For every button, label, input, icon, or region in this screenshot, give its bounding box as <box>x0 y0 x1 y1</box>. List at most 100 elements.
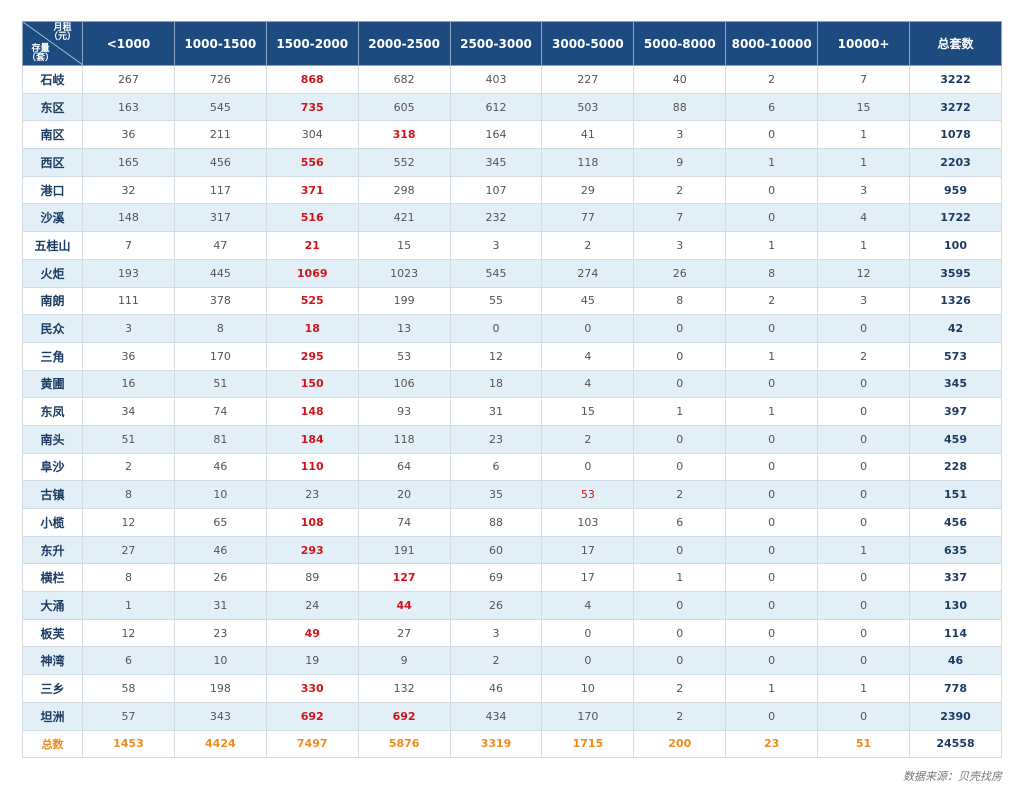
value-cell: 605 <box>357 92 451 122</box>
summary-value-cell: 1453 <box>82 729 175 759</box>
total-cell: 3222 <box>909 65 1002 94</box>
value-cell: 88 <box>633 92 727 122</box>
value-cell: 0 <box>725 369 819 399</box>
value-cell: 0 <box>725 508 819 537</box>
value-cell: 15 <box>541 397 635 426</box>
value-cell: 93 <box>357 397 451 426</box>
table-row: 黄圃 16 51 150 106 18 4 0 0 0 345 <box>22 369 1002 399</box>
region-cell: 阜沙 <box>22 452 83 482</box>
value-cell: 0 <box>633 646 727 676</box>
table-row: 阜沙 2 46 110 64 6 0 0 0 0 228 <box>22 452 1002 482</box>
value-cell: 45 <box>541 286 635 316</box>
value-cell: 4 <box>541 591 635 620</box>
value-cell: 51 <box>173 369 267 399</box>
value-cell: 403 <box>449 65 543 94</box>
value-cell: 1 <box>725 341 819 371</box>
value-cell: 49 <box>265 618 359 648</box>
value-cell: 1069 <box>265 258 359 288</box>
value-cell: 107 <box>449 175 543 205</box>
value-cell: 26 <box>173 563 267 593</box>
value-cell: 0 <box>817 563 911 593</box>
value-cell: 0 <box>449 314 543 343</box>
value-cell: 0 <box>725 314 819 343</box>
value-cell: 1 <box>725 674 819 703</box>
value-cell: 9 <box>633 148 727 177</box>
value-cell: 12 <box>82 618 175 648</box>
value-cell: 1 <box>725 397 819 426</box>
region-cell: 石岐 <box>22 65 83 94</box>
value-cell: 0 <box>633 314 727 343</box>
value-cell: 1 <box>817 120 911 150</box>
table-row: 东凤 34 74 148 93 31 15 1 1 0 397 <box>22 397 1002 426</box>
value-cell: 18 <box>265 314 359 343</box>
value-cell: 60 <box>449 535 543 565</box>
value-cell: 77 <box>541 203 635 233</box>
value-cell: 2 <box>633 674 727 703</box>
value-cell: 4 <box>541 369 635 399</box>
table-row: 港口 32 117 371 298 107 29 2 0 3 959 <box>22 175 1002 205</box>
value-cell: 0 <box>725 618 819 648</box>
total-cell: 114 <box>909 618 1002 648</box>
value-cell: 0 <box>817 508 911 537</box>
table-row: 火炬 193 445 1069 1023 545 274 26 8 12 3595 <box>22 258 1002 288</box>
value-cell: 9 <box>357 646 451 676</box>
value-cell: 3 <box>449 618 543 648</box>
value-cell: 232 <box>449 203 543 233</box>
table-row: 神湾 6 10 19 9 2 0 0 0 0 46 <box>22 646 1002 676</box>
value-cell: 0 <box>633 618 727 648</box>
region-cell: 三乡 <box>22 674 83 703</box>
corner-label-stock: 存量 （套） <box>27 44 55 63</box>
value-cell: 19 <box>265 646 359 676</box>
value-cell: 3 <box>633 231 727 260</box>
value-cell: 111 <box>82 286 175 316</box>
value-cell: 47 <box>173 231 267 260</box>
value-cell: 345 <box>449 148 543 177</box>
summary-value-cell: 4424 <box>173 729 267 759</box>
total-cell: 778 <box>909 674 1002 703</box>
table-row: 三角 36 170 295 53 12 4 0 1 2 573 <box>22 341 1002 371</box>
value-cell: 6 <box>449 452 543 482</box>
value-cell: 1 <box>817 535 911 565</box>
value-cell: 211 <box>173 120 267 150</box>
table-row: 板芙 12 23 49 27 3 0 0 0 0 114 <box>22 618 1002 648</box>
summary-total-cell: 24558 <box>909 729 1002 759</box>
value-cell: 53 <box>357 341 451 371</box>
table-row: 坦洲 57 343 692 692 434 170 2 0 0 2390 <box>22 701 1002 731</box>
value-cell: 0 <box>725 203 819 233</box>
value-cell: 193 <box>82 258 175 288</box>
value-cell: 18 <box>449 369 543 399</box>
total-cell: 2390 <box>909 701 1002 731</box>
value-cell: 108 <box>265 508 359 537</box>
value-cell: 516 <box>265 203 359 233</box>
value-cell: 13 <box>357 314 451 343</box>
value-cell: 6 <box>633 508 727 537</box>
column-header: 总套数 <box>909 21 1002 66</box>
value-cell: 1 <box>817 231 911 260</box>
value-cell: 199 <box>357 286 451 316</box>
value-cell: 31 <box>449 397 543 426</box>
rent-inventory-table: 月租 （元） 存量 （套） <1000 1000-1500 1500-2000 200… <box>22 21 1002 759</box>
summary-value-cell: 23 <box>725 729 819 759</box>
value-cell: 55 <box>449 286 543 316</box>
table-row: 民众 3 8 18 13 0 0 0 0 0 42 <box>22 314 1002 343</box>
value-cell: 612 <box>449 92 543 122</box>
data-table: 月租 （元） 存量 （套） <1000 1000-1500 1500-2000 200… <box>22 21 1002 759</box>
value-cell: 378 <box>173 286 267 316</box>
value-cell: 0 <box>725 175 819 205</box>
table-row: 东升 27 46 293 191 60 17 0 0 1 635 <box>22 535 1002 565</box>
value-cell: 293 <box>265 535 359 565</box>
value-cell: 0 <box>725 424 819 454</box>
value-cell: 170 <box>541 701 635 731</box>
value-cell: 330 <box>265 674 359 703</box>
value-cell: 103 <box>541 508 635 537</box>
total-cell: 459 <box>909 424 1002 454</box>
value-cell: 148 <box>82 203 175 233</box>
total-cell: 635 <box>909 535 1002 565</box>
value-cell: 0 <box>725 535 819 565</box>
value-cell: 726 <box>173 65 267 94</box>
value-cell: 0 <box>817 369 911 399</box>
value-cell: 343 <box>173 701 267 731</box>
summary-row: 总数 1453 4424 7497 5876 3319 1715 200 23 51 24558 <box>22 729 1002 759</box>
value-cell: 2 <box>82 452 175 482</box>
value-cell: 2 <box>633 480 727 509</box>
